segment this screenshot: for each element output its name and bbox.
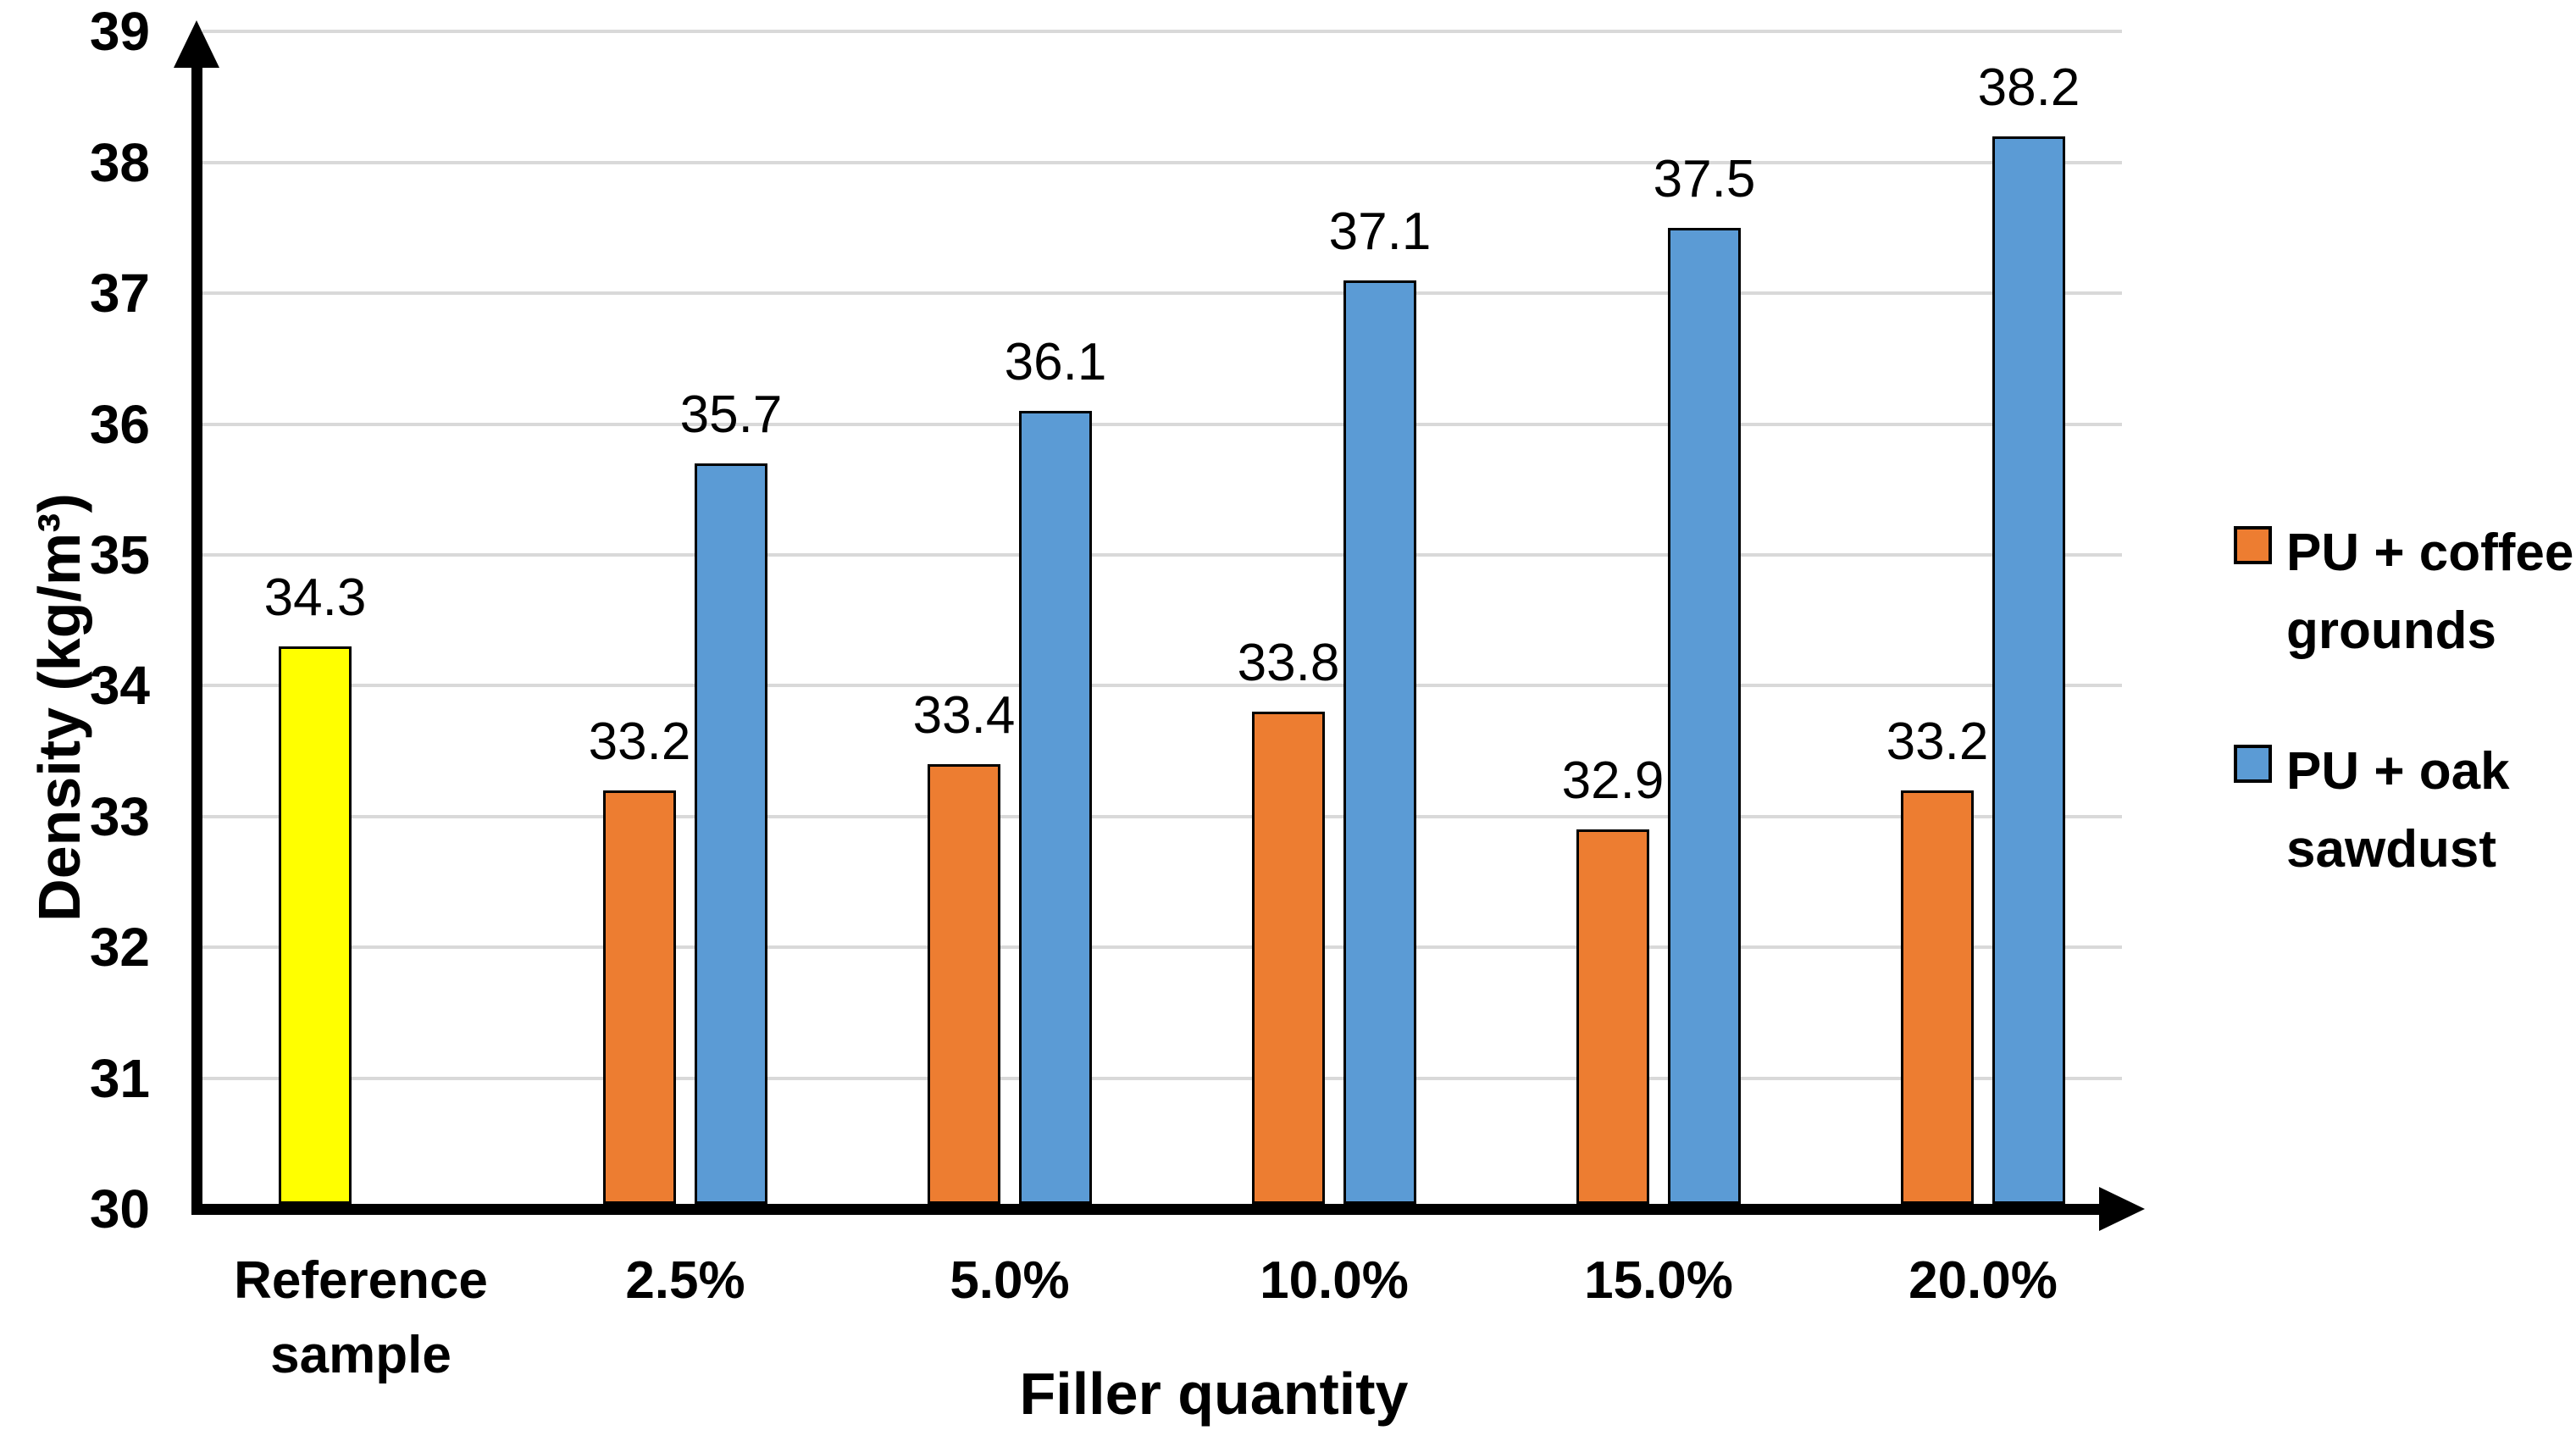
data-label: 33.2 bbox=[588, 712, 691, 771]
legend-entry-coffee: PU + coffee grounds bbox=[2215, 514, 2576, 684]
category-label: 5.0% bbox=[950, 1251, 1070, 1310]
category-label: 10.0% bbox=[1260, 1251, 1409, 1310]
gridline bbox=[202, 684, 2122, 687]
bar-0-1 bbox=[603, 790, 676, 1204]
bar-1-2 bbox=[1019, 411, 1092, 1204]
legend-label-coffee: PU + coffee grounds bbox=[2286, 524, 2574, 660]
gridline bbox=[202, 553, 2122, 557]
bar-0-4 bbox=[1576, 829, 1649, 1204]
bar-1-4 bbox=[1668, 228, 1741, 1204]
y-axis-line bbox=[191, 59, 202, 1215]
category-label: Reference sample bbox=[234, 1251, 488, 1384]
gridline bbox=[202, 815, 2122, 818]
y-tick-label: 30 bbox=[89, 1178, 150, 1239]
gridline bbox=[202, 30, 2122, 33]
data-label: 36.1 bbox=[1004, 333, 1107, 391]
bar-1-1 bbox=[695, 463, 767, 1204]
legend-swatch-coffee bbox=[2234, 526, 2272, 564]
bar-reference bbox=[279, 646, 352, 1204]
data-label: 37.1 bbox=[1328, 202, 1432, 261]
category-label: 20.0% bbox=[1908, 1251, 2058, 1310]
y-tick-label: 33 bbox=[89, 786, 150, 847]
x-axis-title: Filler quantity bbox=[1019, 1361, 1409, 1427]
gridline bbox=[202, 161, 2122, 164]
data-label: 34.3 bbox=[263, 568, 367, 627]
x-axis-line bbox=[191, 1204, 2101, 1215]
x-axis-arrow-icon bbox=[2099, 1187, 2145, 1231]
category-label: 15.0% bbox=[1584, 1251, 1733, 1310]
bar-0-3 bbox=[1252, 712, 1325, 1204]
y-tick-label: 31 bbox=[89, 1048, 150, 1109]
data-label: 37.5 bbox=[1653, 150, 1756, 208]
gridline bbox=[202, 291, 2122, 295]
category-label: 2.5% bbox=[625, 1251, 745, 1310]
y-tick-label: 39 bbox=[89, 1, 150, 62]
y-axis-arrow-icon bbox=[174, 20, 219, 68]
legend-label-oak: PU + oak sawdust bbox=[2286, 742, 2510, 879]
y-tick-label: 37 bbox=[89, 263, 150, 324]
data-label: 33.2 bbox=[1886, 712, 1989, 771]
data-label: 38.2 bbox=[1977, 58, 2080, 117]
data-label: 33.4 bbox=[912, 686, 1016, 745]
gridline bbox=[202, 945, 2122, 949]
bar-1-3 bbox=[1343, 280, 1416, 1204]
y-tick-label: 35 bbox=[89, 524, 150, 585]
legend-swatch-oak bbox=[2234, 745, 2272, 783]
y-tick-label: 38 bbox=[89, 132, 150, 193]
data-label: 33.8 bbox=[1237, 634, 1340, 692]
y-tick-label: 34 bbox=[89, 655, 150, 716]
gridline bbox=[202, 1077, 2122, 1080]
data-label: 32.9 bbox=[1561, 751, 1665, 810]
y-tick-label: 36 bbox=[89, 394, 150, 455]
legend-entry-oak: PU + oak sawdust bbox=[2215, 733, 2576, 902]
y-tick-label: 32 bbox=[89, 917, 150, 978]
bar-1-5 bbox=[1992, 136, 2065, 1204]
bar-0-5 bbox=[1901, 790, 1974, 1204]
gridline bbox=[202, 423, 2122, 426]
bar-0-2 bbox=[928, 764, 1000, 1204]
data-label: 35.7 bbox=[679, 385, 783, 444]
